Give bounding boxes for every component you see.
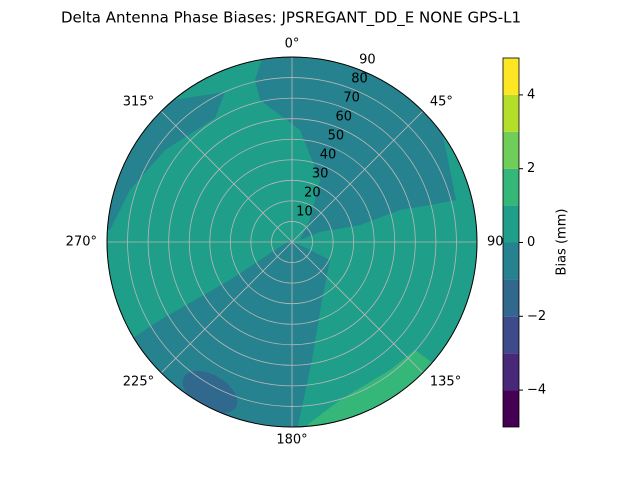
colorbar-label: Bias (mm) xyxy=(555,209,570,276)
colorbar-band xyxy=(503,390,519,427)
polar-frame xyxy=(106,56,478,428)
theta-tick-label: 225° xyxy=(123,375,154,390)
grid-line xyxy=(291,110,424,243)
r-tick-label: 80 xyxy=(351,71,368,86)
theta-tick-label: 0° xyxy=(285,37,300,52)
grid xyxy=(106,56,478,428)
theta-tick-label: 180° xyxy=(276,433,307,448)
colorbar-band xyxy=(503,168,519,206)
colorbar-band xyxy=(503,205,519,243)
r-tick-label: 20 xyxy=(304,185,321,200)
theta-tick-label: 270° xyxy=(66,235,97,250)
r-tick-label: 60 xyxy=(336,109,353,124)
colorbar-band xyxy=(503,94,519,132)
r-tick-label: 40 xyxy=(320,147,337,162)
grid-line xyxy=(160,241,293,374)
contour-region xyxy=(255,57,456,240)
colorbar-band xyxy=(503,131,519,169)
colorbar-tick-label: −2 xyxy=(527,309,546,324)
theta-tick-label: 45° xyxy=(430,94,453,109)
colorbar-band xyxy=(503,353,519,391)
r-tick-label: 90 xyxy=(359,52,376,67)
r-tick-label: 50 xyxy=(328,128,345,143)
grid-line xyxy=(291,241,424,374)
theta-tick-label: 135° xyxy=(430,375,461,390)
r-tick-label: 70 xyxy=(343,90,360,105)
colorbar-tick-label: 0 xyxy=(527,235,535,250)
r-tick-label: 10 xyxy=(296,204,313,219)
chart-title: Delta Antenna Phase Biases: JPSREGANT_DD… xyxy=(61,9,521,28)
colorbar-tick-label: 4 xyxy=(527,87,535,102)
colorbar-band xyxy=(503,58,519,95)
grid-line xyxy=(160,110,293,243)
colorbar-tick-label: 2 xyxy=(527,161,535,176)
colorbar-band xyxy=(503,279,519,317)
contour-region xyxy=(298,350,445,427)
colorbar-band xyxy=(503,242,519,280)
colorbar-tick-label: −4 xyxy=(527,383,546,398)
r-tick-label: 30 xyxy=(312,166,329,181)
theta-tick-label: 315° xyxy=(123,94,154,109)
colorbar-band xyxy=(503,316,519,354)
